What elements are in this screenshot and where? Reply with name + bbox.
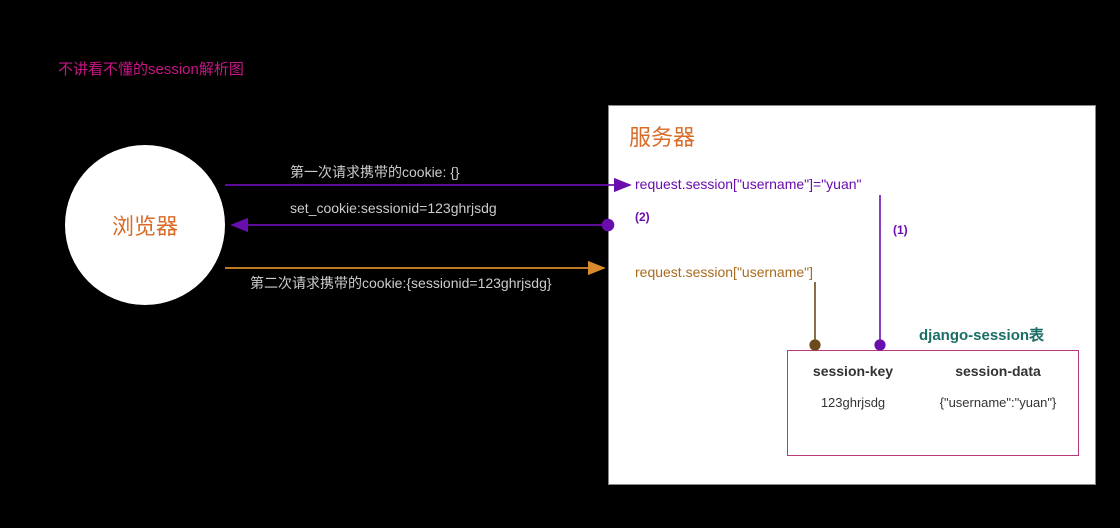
table-title: django-session表 (919, 324, 1044, 345)
col1-header: session-key (788, 363, 918, 379)
session-get-text: request.session["username"] (635, 264, 813, 280)
server-box: 服务器 request.session["username"]="yuan" r… (608, 105, 1096, 485)
diagram-title: 不讲看不懂的session解析图 (58, 58, 244, 79)
col2-value: {"username":"yuan"} (918, 395, 1078, 410)
session-set-text: request.session["username"]="yuan" (635, 176, 862, 192)
col2-header: session-data (918, 363, 1078, 379)
step-two-label: (2) (635, 210, 650, 224)
browser-label: 浏览器 (112, 209, 178, 241)
step-one-label: (1) (893, 223, 908, 237)
session-table: session-key session-data 123ghrjsdg {"us… (787, 350, 1079, 456)
resp-label: set_cookie:sessionid=123ghrjsdg (290, 200, 497, 216)
col1-value: 123ghrjsdg (788, 395, 918, 410)
req1-label: 第一次请求携带的cookie: {} (290, 162, 460, 182)
req2-label: 第二次请求携带的cookie:{sessionid=123ghrjsdg} (250, 273, 552, 293)
server-label: 服务器 (629, 120, 695, 152)
browser-node: 浏览器 (65, 145, 225, 305)
